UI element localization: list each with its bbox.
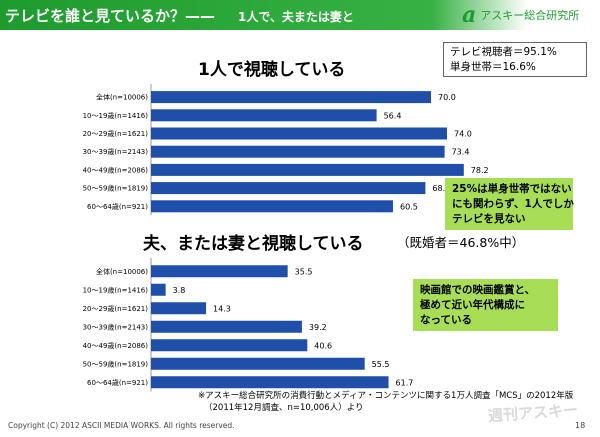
chart1-value-label: 60.5 <box>400 202 418 211</box>
chart1-category-label: 30～39歳(n=2143) <box>83 147 149 156</box>
callout1-line: テレビを見ない <box>452 213 526 225</box>
chart1-bar <box>151 145 445 158</box>
header-bar: テレビを誰と見ているか？—— 1人で、夫または妻と a アスキー総合研究所 <box>0 0 600 30</box>
chart2-bar <box>151 265 288 278</box>
callout2-line: 映画館での映画鑑賞と、 <box>420 284 536 296</box>
chart1-bar <box>151 127 447 140</box>
chart2-bar <box>151 320 302 333</box>
chart2-value-label: 55.5 <box>372 360 390 369</box>
chart1-value-label: 70.0 <box>438 93 456 102</box>
chart2-bar <box>151 339 308 352</box>
callout1-line: にも関わらず、1人でしか <box>452 198 574 210</box>
chart2-category-label: 30～39歳(n=2143) <box>83 322 149 331</box>
chart1-bar <box>151 163 464 176</box>
callout2-line: 極めて近い年代構成に <box>420 299 525 311</box>
chart1-value-label: 78.2 <box>471 166 489 175</box>
callout-single-viewing: 25%は単身世帯ではない にも関わらず、1人でしか テレビを見ない <box>445 178 574 230</box>
chart2-category-label: 20～29歳(n=1621) <box>83 304 149 313</box>
chart2-category-label: 全体(n=10006) <box>96 267 148 276</box>
logo-text: アスキー総合研究所 <box>480 9 580 22</box>
chart1-bar <box>151 200 393 213</box>
chart1-bar <box>151 109 377 122</box>
chart1-value-label: 74.0 <box>454 130 472 139</box>
chart1-bar <box>151 91 431 104</box>
chart2-value-label: 3.8 <box>173 286 186 295</box>
chart2-category-label: 10～19歳(n=1416) <box>83 285 149 294</box>
copyright: Copyright (C) 2012 ASCII MEDIA WORKS. Al… <box>8 421 235 430</box>
chart2-value-label: 61.7 <box>396 378 414 387</box>
chart1-category-label: 40～49歳(n=2086) <box>83 165 149 174</box>
stats-box: テレビ視聴者＝95.1% 単身世帯＝16.6% <box>443 42 587 77</box>
chart2-title: 夫、または妻と視聴している <box>143 234 364 254</box>
header-title: テレビを誰と見ているか？—— <box>5 7 216 25</box>
chart2-bar <box>151 302 207 315</box>
footnote: ※アスキー総合研究所の消費行動とメディア・コンテンツに関する1万人調査「MCS」… <box>198 390 573 414</box>
header-subtitle: 1人で、夫または妻と <box>238 10 354 24</box>
chart1-category-label: 10～19歳(n=1416) <box>83 111 149 120</box>
page-number: 18 <box>575 421 586 430</box>
chart1-value-label: 73.4 <box>452 148 470 157</box>
chart1-category-label: 全体(n=10006) <box>96 93 148 102</box>
chart2-value-label: 35.5 <box>295 267 313 276</box>
chart1-value-label: 68.6 <box>432 184 450 193</box>
callout-spouse-viewing: 映画館での映画鑑賞と、 極めて近い年代構成に なっている <box>413 279 558 331</box>
logo-mark-icon: a <box>462 2 477 28</box>
chart2-category-label: 40～49歳(n=2086) <box>83 341 149 350</box>
callout2-line: なっている <box>420 314 472 326</box>
chart2-bar <box>151 283 166 296</box>
chart2-category-label: 60～64歳(n=921) <box>87 378 148 387</box>
chart1-title: 1人で視聴している <box>198 60 346 80</box>
chart1-category-label: 60～64歳(n=921) <box>87 202 148 211</box>
footnote-line: ※アスキー総合研究所の消費行動とメディア・コンテンツに関する1万人調査「MCS」… <box>198 391 574 401</box>
chart1-category-label: 20～29歳(n=1621) <box>83 129 149 138</box>
callout1-line: 25%は単身世帯ではない <box>452 183 572 195</box>
chart2-category-label: 50～59歳(n=1819) <box>83 359 149 368</box>
chart2-value-label: 40.6 <box>314 341 332 350</box>
chart1-category-label: 50～59歳(n=1819) <box>83 184 149 193</box>
chart2-value-label: 14.3 <box>213 304 231 313</box>
chart2-bar <box>151 357 365 370</box>
chart2-value-label: 39.2 <box>309 323 327 332</box>
stat-single-households: 単身世帯＝16.6% <box>450 61 536 73</box>
chart2-title-note: （既婚者＝46.8%中） <box>397 235 525 250</box>
chart1-value-label: 56.4 <box>384 111 402 120</box>
chart1-bar <box>151 182 426 195</box>
footnote-line: （2011年12月調査、n=10,006人）より <box>204 403 364 413</box>
chart2-bar <box>151 376 389 389</box>
logo: a アスキー総合研究所 <box>462 2 580 28</box>
stat-tv-viewers: テレビ視聴者＝95.1% <box>450 46 557 58</box>
